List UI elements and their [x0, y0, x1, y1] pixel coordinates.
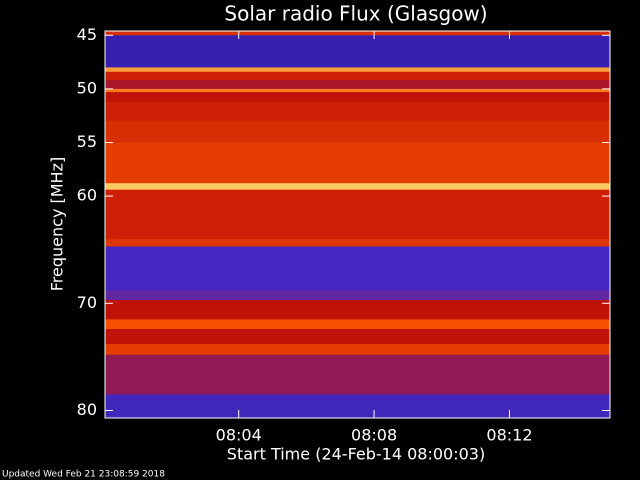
heatmap-band [105, 290, 610, 301]
y-tick-label: 60 [77, 186, 97, 205]
heatmap-band [105, 80, 610, 90]
heatmap-band [105, 142, 610, 184]
y-tick-label: 45 [77, 25, 97, 44]
heatmap-band [105, 246, 610, 291]
heatmap-band [105, 394, 610, 419]
heatmap-band [105, 319, 610, 330]
heatmap-band [105, 31, 610, 36]
heatmap-band [105, 344, 610, 356]
heatmap-band [105, 92, 610, 103]
footer: Updated Wed Feb 21 23:08:59 2018 [2, 470, 165, 480]
y-tick-label: 50 [77, 78, 97, 97]
heatmap-band [105, 71, 610, 81]
heatmap-band [105, 67, 610, 73]
chart-title: Solar radio Flux (Glasgow) [224, 2, 487, 26]
heatmap-band [105, 35, 610, 68]
x-tick-label: 08:04 [216, 426, 262, 445]
heatmap-band [105, 88, 610, 93]
heatmap-band [105, 183, 610, 191]
heatmap-band [105, 189, 610, 240]
x-axis-label: Start Time (24-Feb-14 08:00:03) [227, 445, 485, 464]
heatmap-band [105, 238, 610, 247]
x-tick-label: 08:08 [351, 426, 397, 445]
plot-frame [104, 30, 611, 419]
heatmap-band [105, 329, 610, 345]
x-tick-label: 08:12 [486, 426, 532, 445]
y-tick-label: 70 [77, 293, 97, 312]
heatmap-band [105, 300, 610, 320]
y-axis-label: Frequency [MHz] [48, 157, 67, 291]
heatmap-band [105, 354, 610, 395]
y-tick-label: 55 [77, 132, 97, 151]
heatmap-band [105, 121, 610, 143]
heatmap-band [105, 101, 610, 122]
y-tick-label: 80 [77, 400, 97, 419]
